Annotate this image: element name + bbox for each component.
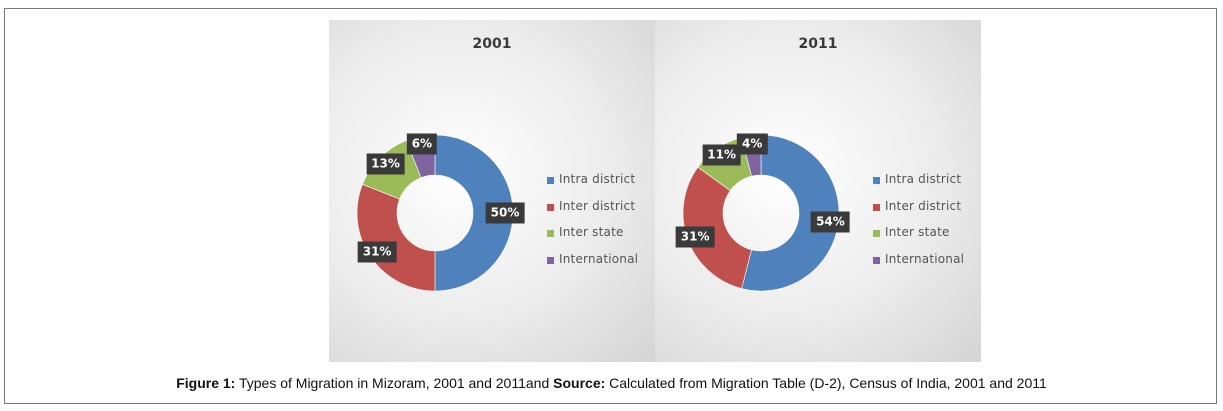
data-label: 4% [737, 133, 768, 155]
chart-title: 2011 [798, 36, 838, 52]
donut-slice-inter-district [356, 183, 436, 292]
legend-label: Inter state [885, 225, 950, 239]
legend-label: Inter state [559, 225, 624, 239]
donut-slice-inter-district [682, 166, 752, 289]
legend-swatch [547, 256, 554, 264]
legend-item: Inter state [873, 225, 964, 252]
data-label: 6% [406, 133, 438, 155]
legend-swatch [873, 230, 880, 237]
data-label: 13% [366, 153, 405, 174]
caption-source-text: Calculated from Migration Table (D-2), C… [605, 375, 1047, 391]
chart-panel-2001: 2001 Intra district Inter district Inter s… [329, 20, 655, 362]
donut-slice-intra-district [434, 134, 514, 292]
legend-item: Inter state [547, 225, 638, 252]
legend-swatch [873, 177, 880, 184]
legend-item: Intra district [873, 172, 964, 199]
caption-label: Figure 1: [176, 375, 236, 391]
legend-label: International [559, 251, 639, 266]
legend-swatch [873, 256, 880, 264]
chart-title: 2001 [472, 36, 512, 52]
legend-swatch [873, 203, 880, 211]
data-label: 54% [811, 211, 850, 233]
legend-item: International [547, 252, 638, 279]
legend-item: International [873, 252, 964, 279]
data-label: 50% [485, 202, 525, 224]
legend-label: Intra district [885, 172, 962, 186]
legend-label: Inter district [559, 198, 636, 213]
caption-source-label: Source: [553, 375, 606, 391]
chart-panel-2011: 2011 Intra district Inter district Inter s… [655, 20, 981, 362]
legend-item: Inter district [547, 199, 638, 226]
figure-caption: Figure 1: Types of Migration in Mizoram,… [0, 375, 1223, 391]
legend-label: International [885, 251, 965, 266]
legend-item: Inter district [873, 199, 964, 226]
legend-label: Inter district [885, 198, 962, 213]
donut-slice-intra-district [741, 134, 840, 292]
legend-swatch [547, 230, 554, 237]
data-label: 31% [357, 241, 397, 263]
legend-label: Intra district [559, 172, 636, 186]
legend-swatch [547, 203, 554, 211]
data-label: 11% [702, 144, 742, 166]
chart-legend: Intra district Inter district Inter state I… [547, 172, 638, 278]
chart-legend: Intra district Inter district Inter state I… [873, 172, 964, 278]
caption-text: Types of Migration in Mizoram, 2001 and … [235, 375, 554, 391]
legend-swatch [547, 177, 554, 184]
legend-item: Intra district [547, 172, 638, 199]
data-label: 31% [675, 226, 715, 248]
